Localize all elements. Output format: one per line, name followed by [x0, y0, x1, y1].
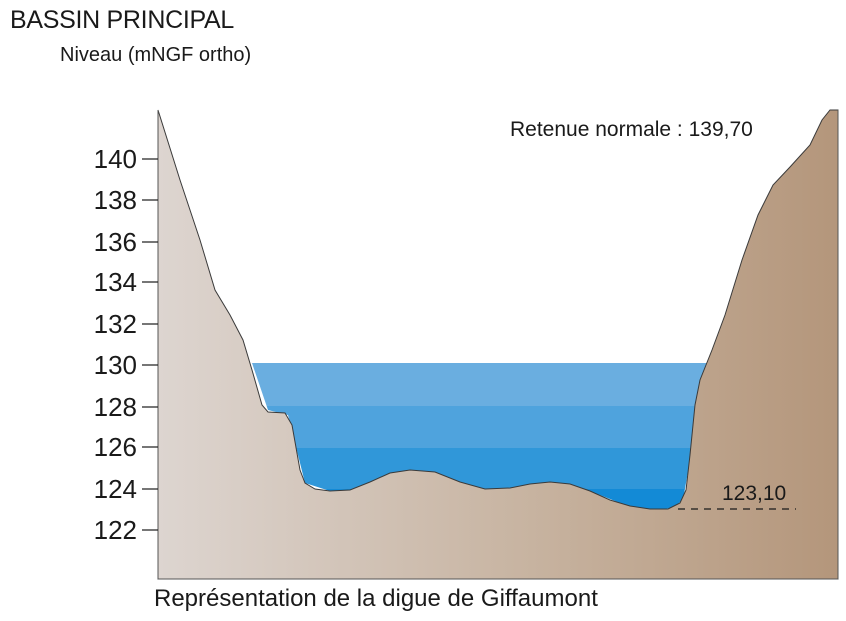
- lowest-level-label: 123,10: [722, 482, 786, 505]
- tick-label-136: 136: [94, 227, 137, 257]
- tick-label-128: 128: [94, 392, 137, 422]
- water-band-126-124: [252, 448, 708, 489]
- tick-label-132: 132: [94, 309, 137, 339]
- retenue-normale-label: Retenue normale : 139,70: [510, 118, 753, 141]
- tick-label-124: 124: [94, 474, 137, 504]
- terrain-profile: [157, 109, 839, 580]
- y-axis-ticks: [142, 158, 158, 531]
- water-band-130-128: [252, 363, 708, 406]
- axis-unit-label: Niveau (mNGF ortho): [60, 44, 252, 66]
- tick-label-122: 122: [94, 515, 137, 545]
- diagram-caption: Représentation de la digue de Giffaumont: [154, 585, 598, 612]
- diagram-title: BASSIN PRINCIPAL: [10, 6, 234, 34]
- tick-label-126: 126: [94, 432, 137, 462]
- tick-label-140: 140: [94, 144, 137, 174]
- tick-label-134: 134: [94, 267, 137, 297]
- water-band-128-126: [252, 406, 708, 448]
- tick-label-138: 138: [94, 185, 137, 215]
- tick-label-130: 130: [94, 350, 137, 380]
